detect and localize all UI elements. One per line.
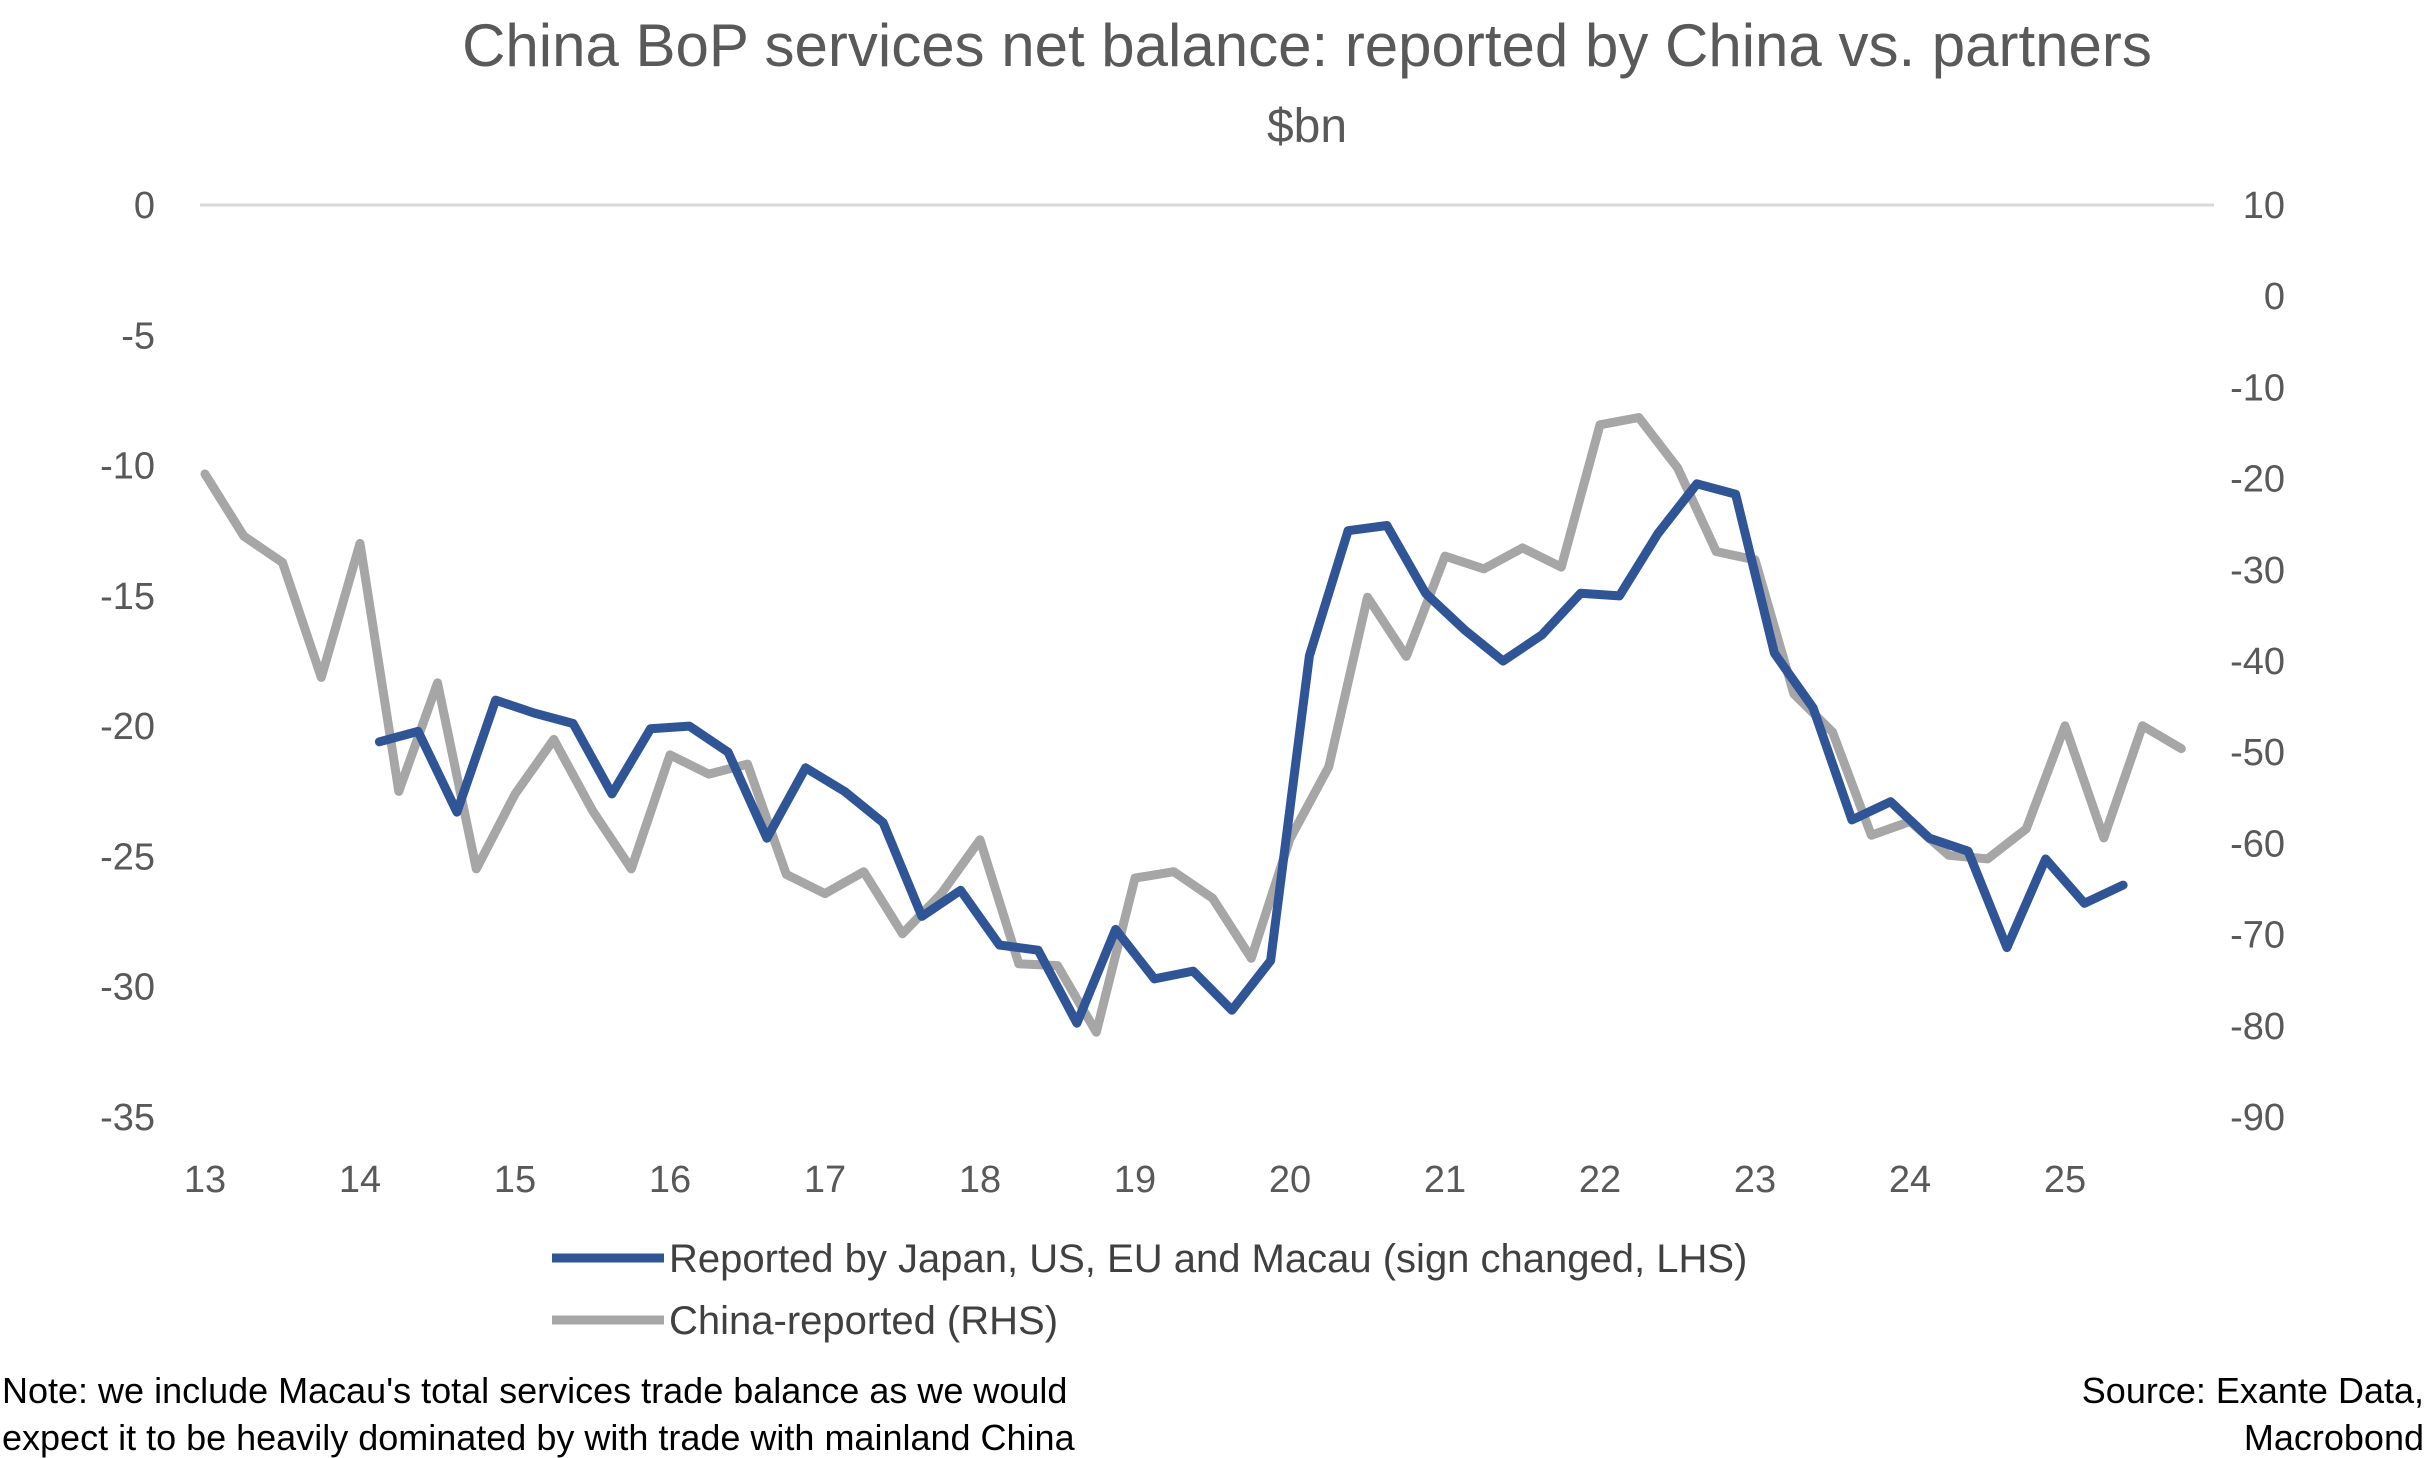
y-left-tick-label: -15 [100,576,155,618]
y-left-tick-label: -35 [100,1097,155,1139]
y-right-tick-label: -70 [2230,915,2285,957]
x-tick-label: 14 [339,1159,381,1201]
x-tick-label: 17 [804,1159,846,1201]
x-tick-label: 16 [649,1159,691,1201]
y-left-tick-label: -30 [100,967,155,1009]
y-right-tick-label: 10 [2243,185,2285,227]
legend: Reported by Japan, US, EU and Macau (sig… [552,1237,1747,1343]
x-tick-label: 22 [1579,1159,1621,1201]
x-tick-label: 25 [2044,1159,2086,1201]
y-right-tick-label: -20 [2230,459,2285,501]
x-tick-label: 23 [1734,1159,1776,1201]
y-right-tick-label: -30 [2230,550,2285,592]
x-tick-label: 18 [959,1159,1001,1201]
x-tick-label: 13 [184,1159,226,1201]
x-tick-label: 21 [1424,1159,1466,1201]
legend-label-china: China-reported (RHS) [669,1299,1058,1343]
series-line-china [200,413,2186,1037]
x-tick-labels: 13 14 15 16 17 18 19 20 21 22 23 24 25 [184,1159,2086,1201]
legend-label-partners: Reported by Japan, US, EU and Macau (sig… [669,1237,1747,1281]
series-line-partners [374,479,2128,1028]
y-right-tick-label: -50 [2230,732,2285,774]
source-line-1: Source: Exante Data, [2082,1370,2424,1411]
y-left-tick-label: -20 [100,706,155,748]
y-left-tick-label: 0 [134,185,155,227]
y-left-tick-label: -25 [100,836,155,878]
note-line-2: expect it to be heavily dominated by wit… [2,1417,1076,1458]
source-line-2: Macrobond [2244,1417,2424,1458]
x-tick-label: 15 [494,1159,536,1201]
y-left-tick-labels: 0 -5 -10 -15 -20 -25 -30 -35 [100,185,155,1139]
x-tick-label: 24 [1889,1159,1931,1201]
y-right-tick-label: 0 [2264,276,2285,318]
series-lines [200,413,2186,1037]
note-line-1: Note: we include Macau's total services … [2,1370,1067,1411]
y-right-tick-label: -10 [2230,367,2285,409]
chart-subtitle: $bn [1267,100,1347,153]
y-left-tick-label: -5 [121,315,155,357]
chart-title: China BoP services net balance: reported… [462,12,2152,79]
y-right-tick-labels: 10 0 -10 -20 -30 -40 -50 -60 -70 -80 -90 [2230,185,2285,1139]
y-right-tick-label: -40 [2230,641,2285,683]
y-left-tick-label: -10 [100,446,155,488]
x-tick-label: 19 [1114,1159,1156,1201]
x-tick-label: 20 [1269,1159,1311,1201]
y-right-tick-label: -60 [2230,823,2285,865]
y-right-tick-label: -80 [2230,1006,2285,1048]
y-right-tick-label: -90 [2230,1097,2285,1139]
